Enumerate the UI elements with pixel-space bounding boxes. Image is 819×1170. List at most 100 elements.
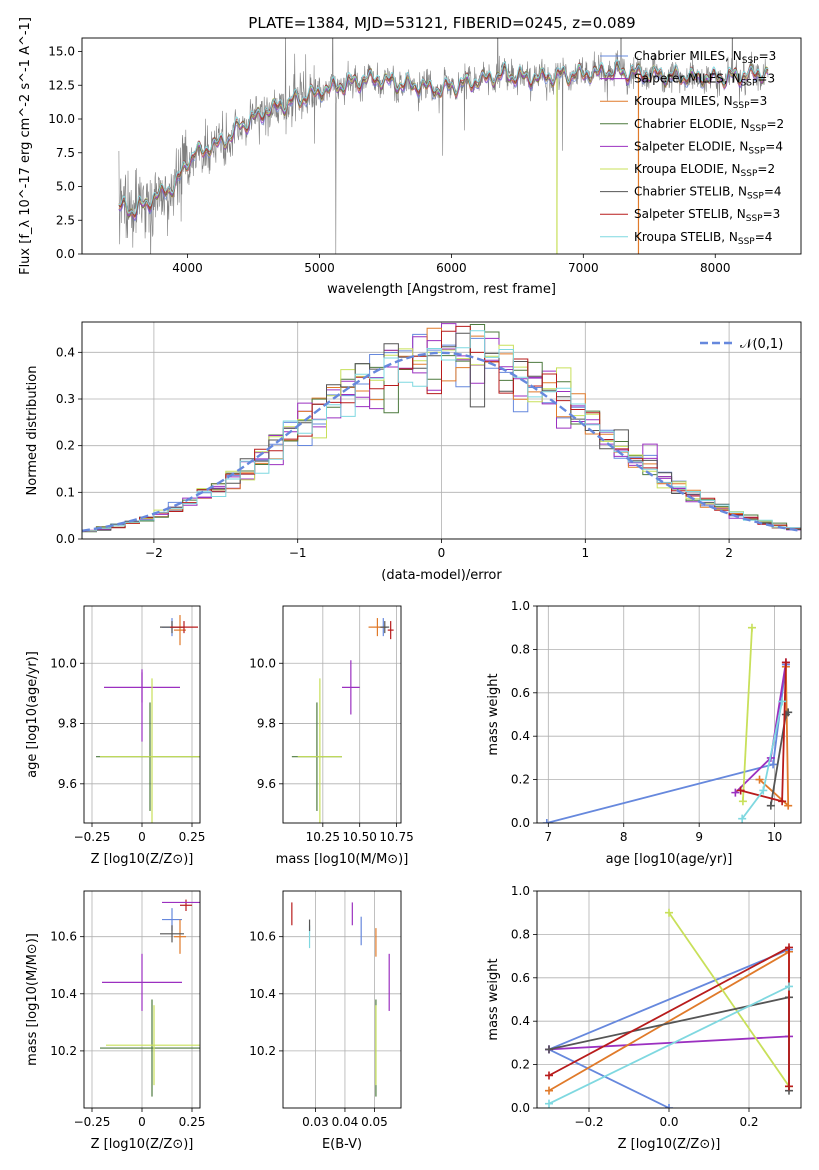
y-axis-label: Flux [f_λ 10^-17 erg cm^-2 s^-1 A^-1] (18, 17, 33, 275)
figure-title: PLATE=1384, MJD=53121, FIBERID=0245, z=0… (248, 14, 635, 32)
x-tick-label: 0.03 (302, 1115, 329, 1129)
y-tick-label: 0.0 (56, 532, 75, 546)
axes-frame (81, 37, 802, 255)
y-tick-label: 10.6 (249, 930, 276, 944)
x-tick-label: −0.25 (74, 1115, 111, 1129)
weight-marker-2-0 (545, 1086, 553, 1095)
plot-area (537, 606, 801, 823)
y-tick-label: 0.1 (56, 485, 75, 499)
x-tick-label: 0.0 (659, 1115, 678, 1129)
weight-marker-5-0 (736, 786, 745, 795)
x-tick-label: 8 (620, 830, 628, 844)
y-tick-label: 10.0 (249, 656, 276, 670)
weight-marker-6-0 (545, 1099, 553, 1108)
x-tick-label: 10.50 (343, 830, 377, 844)
weight-marker-3-0 (665, 908, 673, 917)
y-tick-label: 2.5 (56, 213, 75, 227)
weight-marker-3-1 (747, 623, 756, 632)
legend-label-3: Chabrier ELODIE, NSSP=2 (634, 117, 784, 134)
y-tick-label: 9.8 (257, 717, 276, 731)
weight-line-3 (742, 627, 753, 802)
x-tick-label: 7 (544, 830, 552, 844)
x-axis-label: Z [log10(Z/Z⊙)] (91, 852, 194, 867)
x-axis-label: age [log10(age/yr)] (606, 852, 733, 867)
x-tick-label: 9 (695, 830, 703, 844)
y-tick-label: 12.5 (48, 78, 75, 92)
y-tick-label: 0.3 (56, 392, 75, 406)
axes-frame (536, 605, 802, 824)
axes-frame (83, 890, 201, 1109)
axes-frame (282, 605, 402, 824)
weight-marker-4-0 (545, 1045, 553, 1054)
weight-marker-0-0 (542, 819, 551, 823)
panel-mass_vs_ebv: 0.03 0.04 0.05 10.2 10.4 10.6 E(B-V) (249, 890, 402, 1152)
panel-weight_vs_Z: −0.2 0.0 0.2 0.0 0.2 0.4 0.6 0.8 1.0 Z [log10(Z/Z… (486, 884, 802, 1152)
panel-weight_vs_age: 7 8 9 10 0.0 0.2 0.4 0.6 0.8 1.0 age [log10(age/yr… (486, 599, 802, 867)
weight-marker-6-2 (778, 697, 787, 706)
y-tick-label: 0.6 (511, 971, 530, 985)
x-tick-label: 1 (581, 546, 589, 560)
weight-marker-6-1 (759, 786, 768, 795)
y-tick-label: 0.4 (511, 1014, 530, 1028)
y-tick-label: 0.4 (56, 345, 75, 359)
panel-age_vs_mass: 10.25 10.50 10.75 9.6 9.8 10.0 mass [log10(M/M… (249, 605, 414, 867)
plot-area (118, 38, 769, 254)
y-tick-label: 10.2 (249, 1044, 276, 1058)
weight-marker-5-2 (785, 1082, 793, 1091)
weight-marker-5-1 (785, 943, 793, 952)
plot-area (84, 891, 200, 1108)
x-tick-label: 0.25 (179, 1115, 206, 1129)
weight-marker-0-0 (665, 1104, 673, 1108)
y-tick-label: 10.0 (48, 112, 75, 126)
y-tick-label: 0.6 (511, 686, 530, 700)
y-tick-label: 0.2 (511, 773, 530, 787)
y-tick-label: 1.0 (511, 884, 530, 898)
weight-marker-5-1 (778, 797, 787, 806)
plot-area (283, 606, 401, 823)
observed-spectrum (118, 38, 769, 254)
x-axis-label: E(B-V) (322, 1137, 362, 1152)
y-tick-label: 9.6 (58, 777, 77, 791)
x-tick-label: 10 (767, 830, 782, 844)
weight-line-3 (668, 912, 790, 1087)
x-tick-label: 0.05 (361, 1115, 388, 1129)
x-tick-label: 0.25 (179, 830, 206, 844)
y-tick-label: 0.8 (511, 927, 530, 941)
weight-line-1 (548, 1035, 790, 1051)
y-tick-label: 10.6 (50, 930, 77, 944)
y-tick-label: 0.0 (511, 816, 530, 830)
weight-marker-6-0 (738, 814, 747, 823)
weight-marker-4-2 (784, 708, 793, 717)
x-axis-label: Z [log10(Z/Z⊙)] (618, 1137, 721, 1152)
panel-mass_vs_Z: −0.25 0 0.25 10.2 10.4 10.6 Z [log10(Z/Z⊙)] mas… (25, 890, 206, 1152)
x-tick-label: 4000 (172, 261, 203, 275)
y-tick-label: 7.5 (56, 146, 75, 160)
plot-area (537, 891, 801, 1108)
panel-residuals: −2 −1 0 1 2 0.0 0.1 0.2 0.3 0.4 (data-model)/error… (25, 321, 802, 583)
axes-frame (282, 890, 402, 1109)
weight-line-6 (548, 985, 790, 1105)
axes-frame (83, 605, 201, 824)
y-axis-label: age [log10(age/yr)] (25, 651, 40, 778)
axes-frame (81, 321, 802, 540)
x-tick-label: −0.25 (74, 830, 111, 844)
normal-reference-curve (82, 351, 801, 532)
legend-normal-label: 𝒩(0,1) (740, 337, 783, 352)
x-axis-label: Z [log10(Z/Z⊙)] (91, 1137, 194, 1152)
y-axis-label: mass weight (486, 673, 501, 755)
y-tick-label: 0.8 (511, 642, 530, 656)
y-axis-label: Normed distribution (25, 366, 40, 496)
x-tick-label: 7000 (568, 261, 599, 275)
x-tick-label: −0.2 (574, 1115, 603, 1129)
x-tick-label: 6000 (436, 261, 467, 275)
x-tick-label: 0 (138, 830, 146, 844)
legend-label-2: Kroupa MILES, NSSP=3 (634, 94, 767, 111)
plot-area (283, 891, 401, 1108)
y-tick-label: 0.4 (511, 729, 530, 743)
x-tick-label: 5000 (304, 261, 335, 275)
legend-label-7: Salpeter STELIB, NSSP=3 (634, 207, 780, 224)
weight-marker-5-2 (781, 658, 790, 667)
weight-marker-4-0 (766, 801, 775, 810)
y-tick-label: 9.8 (58, 717, 77, 731)
